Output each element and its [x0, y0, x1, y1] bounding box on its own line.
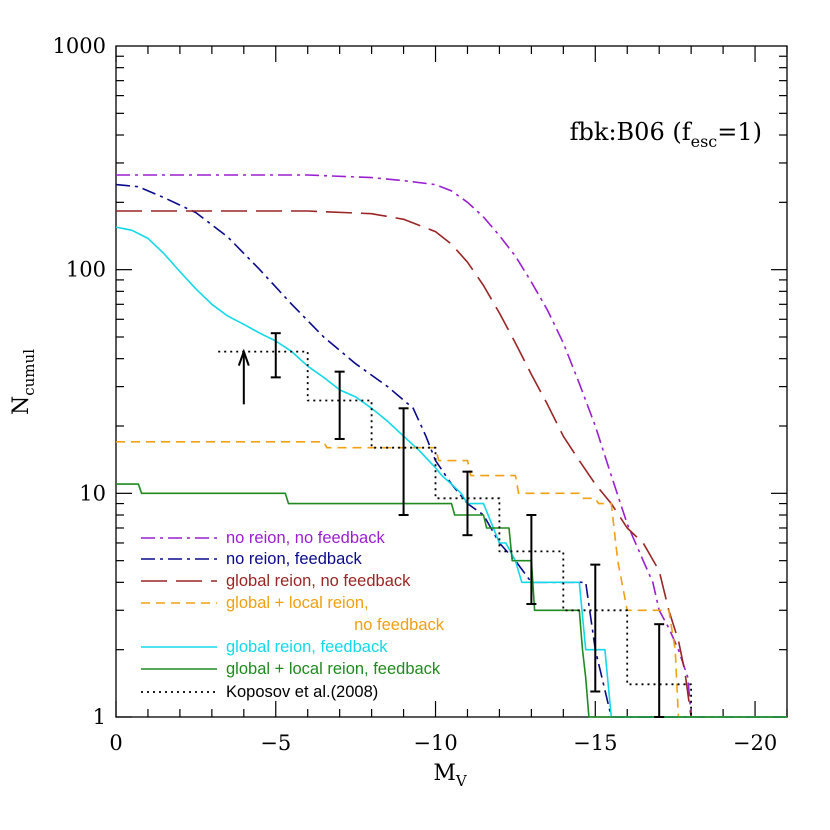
legend-label: global reion, no feedback — [226, 572, 411, 590]
y-tick-label: 1 — [93, 705, 106, 729]
legend-label: no reion, no feedback — [226, 529, 385, 547]
y-tick-label: 10 — [79, 481, 106, 505]
legend-label: global + local reion, — [226, 594, 369, 612]
legend-label: global + local reion, feedback — [226, 660, 441, 678]
x-axis-title: MV — [433, 761, 468, 790]
x-tick-label: 0 — [109, 731, 122, 755]
chart-annotation: fbk:B06 (fesc=1) — [570, 118, 762, 151]
x-tick-label: −15 — [573, 731, 617, 755]
y-tick-label: 100 — [66, 258, 106, 282]
y-axis-title: Ncumul — [9, 349, 38, 415]
series-line-3 — [116, 440, 787, 718]
legend: no reion, no feedback no reion, feedback g… — [141, 529, 445, 701]
series-line-6 — [218, 350, 692, 717]
lower-limit-arrow — [237, 348, 250, 405]
x-tick-label: −10 — [413, 731, 457, 755]
series-line-5 — [116, 483, 787, 718]
legend-label: no reion, feedback — [226, 550, 363, 568]
series-line-1 — [115, 183, 787, 718]
series-line-4 — [115, 226, 787, 718]
series-line-2 — [116, 210, 692, 718]
series-lines — [115, 174, 787, 718]
y-tick-label: 1000 — [53, 34, 106, 58]
tick-labels: 0 −5 −10 −15 −20 1 10 100 1000 — [53, 34, 778, 755]
x-tick-label: −20 — [733, 731, 777, 755]
x-tick-label: −5 — [260, 731, 291, 755]
legend-label: Koposov et al.(2008) — [226, 683, 378, 701]
ticks — [115, 46, 788, 718]
legend-label: global reion, feedback — [226, 638, 388, 656]
error-bars — [270, 332, 665, 718]
legend-label-continued: no feedback — [354, 616, 445, 634]
plot-area — [115, 45, 788, 718]
arrow-head — [237, 348, 250, 366]
